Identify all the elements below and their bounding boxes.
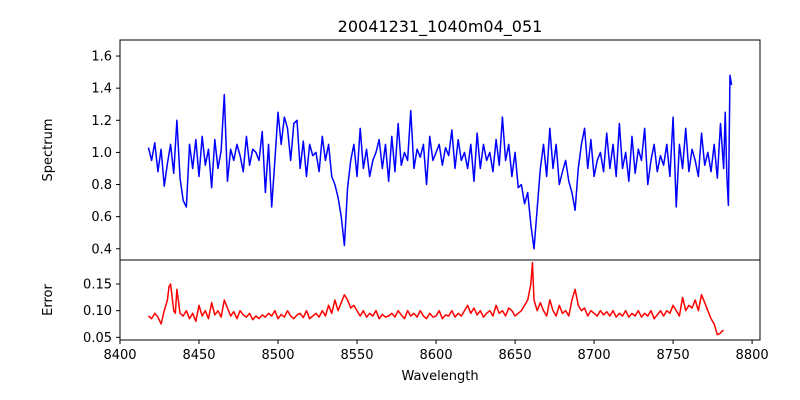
error-y-tick-label: 0.15: [83, 278, 112, 293]
x-tick-label: 8400: [103, 348, 136, 363]
spectrum-y-tick-label: 1.0: [91, 146, 112, 161]
x-tick-label: 8500: [261, 348, 294, 363]
error-panel: 0.05 0.10 0.15 Error: [41, 259, 761, 346]
error-panel-frame: [119, 259, 761, 341]
x-tick-label: 8650: [499, 348, 532, 363]
error-y-tick-label: 0.05: [83, 331, 112, 346]
x-tick-label: 8800: [736, 348, 769, 363]
spectrum-y-tick-label: 0.4: [91, 242, 112, 257]
x-tick-label: 8450: [182, 348, 215, 363]
error-series-line: [147, 261, 724, 336]
spectrum-y-axis-label: Spectrum: [41, 119, 56, 182]
x-tick-label: 8700: [578, 348, 611, 363]
spectrum-y-tick-label: 0.8: [91, 178, 112, 193]
error-y-tick-label: 0.10: [83, 304, 112, 319]
error-y-axis-label: Error: [41, 284, 56, 316]
spectrum-y-tick-label: 1.4: [91, 82, 112, 97]
x-tick-label: 8550: [340, 348, 373, 363]
spectrum-y-tick-label: 1.2: [91, 114, 112, 129]
spectrum-series-line: [147, 74, 733, 250]
x-tick-label: 8750: [657, 348, 690, 363]
x-tick-label: 8600: [420, 348, 453, 363]
x-axis: 8400 8450 8500 8550 8600 8650 8700 8750 8800: [103, 340, 769, 363]
chart-title: 20041231_1040m04_051: [338, 17, 543, 37]
spectrum-panel: 0.4 0.6 0.8 1.0 1.2 1.4 1.6 Spectrum: [41, 39, 761, 261]
spectrum-y-tick-label: 1.6: [91, 50, 112, 65]
x-axis-label: Wavelength: [401, 369, 478, 384]
spectrum-y-tick-label: 0.6: [91, 210, 112, 225]
